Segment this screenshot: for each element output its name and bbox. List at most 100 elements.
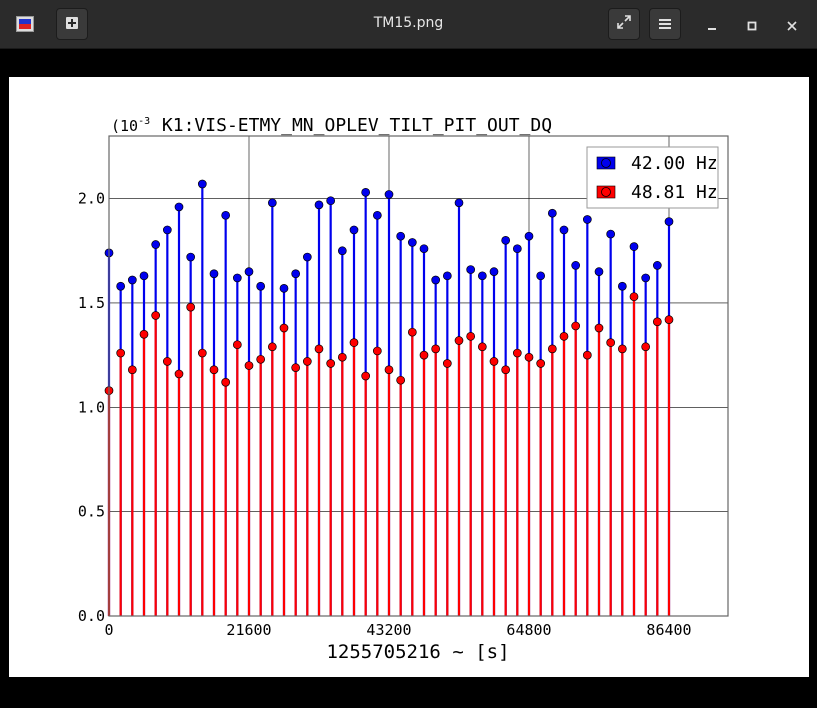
y-tick-label: 1.0 xyxy=(78,398,105,416)
data-point xyxy=(547,208,557,218)
data-point xyxy=(291,269,301,279)
data-point xyxy=(594,323,604,333)
data-point xyxy=(454,336,464,345)
menu-button[interactable] xyxy=(649,8,681,40)
data-point xyxy=(431,344,441,354)
y-tick-label: 0.5 xyxy=(78,503,105,521)
data-point xyxy=(571,321,581,331)
data-point xyxy=(279,283,289,293)
x-tick-label: 21600 xyxy=(226,621,271,639)
data-point xyxy=(361,371,371,381)
data-point xyxy=(419,350,429,360)
data-point xyxy=(314,200,324,210)
data-point xyxy=(127,365,137,375)
data-point xyxy=(384,365,394,375)
data-point xyxy=(384,190,394,199)
data-point xyxy=(512,348,522,358)
data-point xyxy=(349,338,359,347)
data-point xyxy=(442,271,452,281)
data-point xyxy=(221,377,231,387)
data-point xyxy=(361,187,371,197)
data-point xyxy=(256,354,266,364)
data-point xyxy=(489,267,499,277)
data-point xyxy=(302,252,312,262)
legend-label-series-2: 48.81 Hz xyxy=(631,182,718,203)
fullscreen-icon xyxy=(616,14,632,34)
y-tick-label: 0.0 xyxy=(78,607,105,625)
data-point xyxy=(314,344,324,354)
data-point xyxy=(547,344,557,354)
minimize-icon xyxy=(707,16,717,35)
data-point xyxy=(489,357,499,366)
data-point xyxy=(524,231,534,241)
x-tick-label: 64800 xyxy=(506,621,551,639)
legend-label-series-1: 42.00 Hz xyxy=(631,153,718,174)
data-point xyxy=(629,292,639,302)
data-point xyxy=(349,225,359,235)
data-point xyxy=(209,269,219,279)
data-point xyxy=(466,265,476,274)
data-point xyxy=(617,281,627,291)
data-point xyxy=(571,261,581,270)
window-title: TM15.png xyxy=(373,15,444,31)
data-point xyxy=(419,244,429,254)
data-point xyxy=(174,369,184,379)
data-point xyxy=(232,340,242,350)
data-point xyxy=(221,210,231,220)
data-point xyxy=(652,317,662,327)
data-point xyxy=(244,267,254,277)
data-point xyxy=(372,346,382,356)
data-point xyxy=(641,342,651,352)
y-multiplier: (10-3 xyxy=(111,116,150,135)
data-point xyxy=(641,273,651,283)
data-point xyxy=(617,344,627,354)
data-point xyxy=(244,361,254,370)
data-point xyxy=(396,231,406,241)
data-point xyxy=(116,348,126,358)
data-point xyxy=(291,363,301,373)
data-point xyxy=(302,357,312,366)
plot-frame xyxy=(108,135,729,617)
data-point xyxy=(256,281,266,291)
data-point xyxy=(326,359,336,368)
maximize-button[interactable] xyxy=(741,14,763,36)
data-point xyxy=(267,198,277,208)
data-point xyxy=(372,210,382,220)
data-point xyxy=(139,271,149,281)
data-point xyxy=(454,198,464,208)
data-point xyxy=(477,271,487,281)
data-point xyxy=(186,252,196,262)
new-tab-button[interactable] xyxy=(56,8,88,40)
data-point xyxy=(664,217,674,226)
data-point xyxy=(279,323,289,333)
data-point xyxy=(197,179,207,189)
data-point xyxy=(267,342,277,352)
image-viewer[interactable]: K1:VIS-ETMY_MN_OPLEV_TILT_PIT_OUT_DQ (10… xyxy=(9,77,809,677)
chart: K1:VIS-ETMY_MN_OPLEV_TILT_PIT_OUT_DQ (10… xyxy=(9,77,809,677)
data-point xyxy=(116,281,126,291)
data-point xyxy=(501,235,511,245)
data-point xyxy=(536,271,546,281)
data-point xyxy=(186,302,196,312)
data-point xyxy=(151,240,161,249)
data-point xyxy=(559,225,569,235)
close-icon xyxy=(787,16,797,35)
close-button[interactable] xyxy=(781,14,803,36)
data-point xyxy=(606,338,616,347)
data-point xyxy=(431,275,441,285)
data-point xyxy=(442,359,452,368)
data-point xyxy=(606,229,616,239)
data-point xyxy=(174,202,184,212)
data-point xyxy=(559,331,569,341)
legend-marker-series-1 xyxy=(601,158,611,168)
x-tick-label: 43200 xyxy=(366,621,411,639)
data-point xyxy=(512,244,522,254)
legend: 42.00 Hz 48.81 Hz xyxy=(586,146,719,209)
fullscreen-button[interactable] xyxy=(608,8,640,40)
x-tick-label: 86400 xyxy=(646,621,691,639)
data-point xyxy=(582,350,592,360)
minimize-button[interactable] xyxy=(701,14,723,36)
y-tick-label: 1.5 xyxy=(78,294,105,312)
x-tick-label: 0 xyxy=(104,621,113,639)
data-point xyxy=(524,352,534,362)
